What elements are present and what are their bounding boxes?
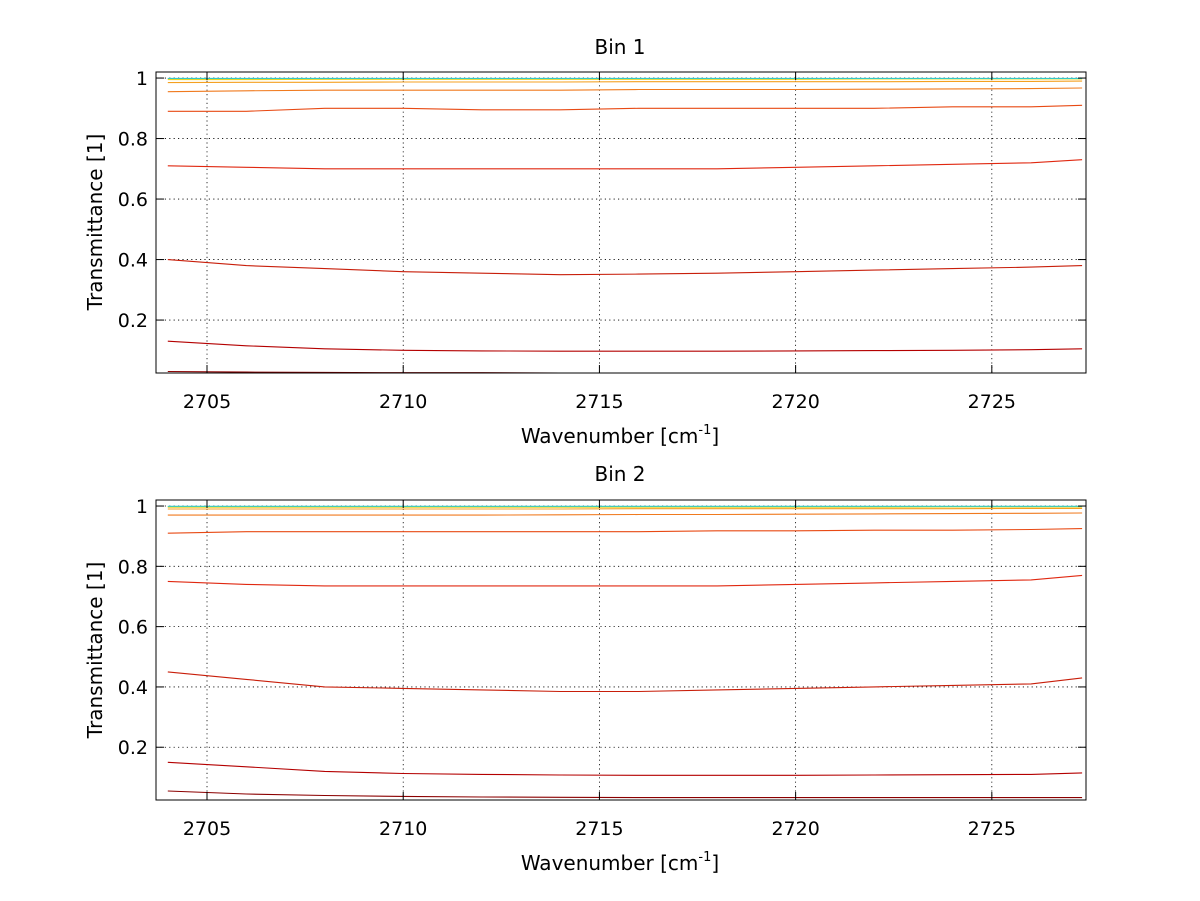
y-tick-label: 0.2 — [118, 737, 148, 759]
x-tick-label: 2725 — [968, 391, 1016, 413]
series-line — [167, 671, 1083, 693]
series-line — [167, 104, 1083, 112]
y-tick-labels: 0.2 0.4 0.6 0.8 1 — [118, 68, 148, 332]
plot-background — [156, 72, 1086, 373]
x-tick-label: 2715 — [575, 818, 623, 840]
plot-frame — [155, 499, 1087, 801]
y-tick-label: 0.2 — [118, 310, 148, 332]
y-tick-label: 1 — [136, 68, 148, 90]
chart-title: Bin 2 — [594, 462, 645, 486]
series-line — [167, 507, 1083, 510]
chart-panel-bin-2: Bin 2 2705 2710 2715 2720 2725 0.2 0.4 0.6 0.8 1… — [83, 462, 1087, 875]
chart-title: Bin 1 — [594, 35, 645, 59]
plot-frame — [155, 71, 1087, 374]
x-tick-label: 2705 — [183, 391, 231, 413]
plot-area — [155, 499, 1087, 801]
x-axis-label: Wavenumber [cm-1] — [521, 423, 719, 448]
y-tick-label: 0.8 — [118, 556, 148, 578]
x-axis-label: Wavenumber [cm-1] — [521, 850, 719, 875]
y-tick-label: 0.4 — [118, 677, 148, 699]
x-tick-label: 2710 — [379, 391, 427, 413]
plot-background — [156, 500, 1086, 800]
series-line — [167, 87, 1083, 93]
x-tick-label: 2705 — [183, 818, 231, 840]
series-line — [167, 512, 1083, 516]
y-axis-label: Transmittance [1] — [83, 134, 107, 312]
x-tick-labels: 2705 2710 2715 2720 2725 — [183, 818, 1016, 840]
series-line — [167, 159, 1083, 170]
x-tick-label: 2725 — [968, 818, 1016, 840]
x-tick-label: 2710 — [379, 818, 427, 840]
x-tick-label: 2715 — [575, 391, 623, 413]
series-line — [167, 259, 1083, 276]
series-line — [167, 340, 1083, 352]
y-axis-label: Transmittance [1] — [83, 562, 107, 740]
y-tick-label: 0.6 — [118, 617, 148, 639]
series-line — [167, 80, 1083, 84]
plot-area — [155, 71, 1087, 374]
y-tick-label: 0.6 — [118, 189, 148, 211]
y-tick-labels: 0.2 0.4 0.6 0.8 1 — [118, 496, 148, 759]
series-line — [167, 790, 1083, 799]
y-tick-label: 0.8 — [118, 129, 148, 151]
y-tick-label: 0.4 — [118, 250, 148, 272]
tick-marks — [156, 500, 1086, 800]
series-line — [167, 574, 1083, 587]
y-tick-label: 1 — [136, 496, 148, 518]
chart-panel-bin-1: Bin 1 2705 2710 2715 2720 2725 0.2 0.4 0.6 0.8 1… — [83, 35, 1087, 448]
series-line — [167, 761, 1083, 776]
series-line — [167, 528, 1083, 534]
x-tick-label: 2720 — [771, 391, 819, 413]
x-tick-labels: 2705 2710 2715 2720 2725 — [183, 391, 1016, 413]
tick-marks — [156, 72, 1086, 373]
x-tick-label: 2720 — [771, 818, 819, 840]
series-group — [167, 505, 1083, 799]
